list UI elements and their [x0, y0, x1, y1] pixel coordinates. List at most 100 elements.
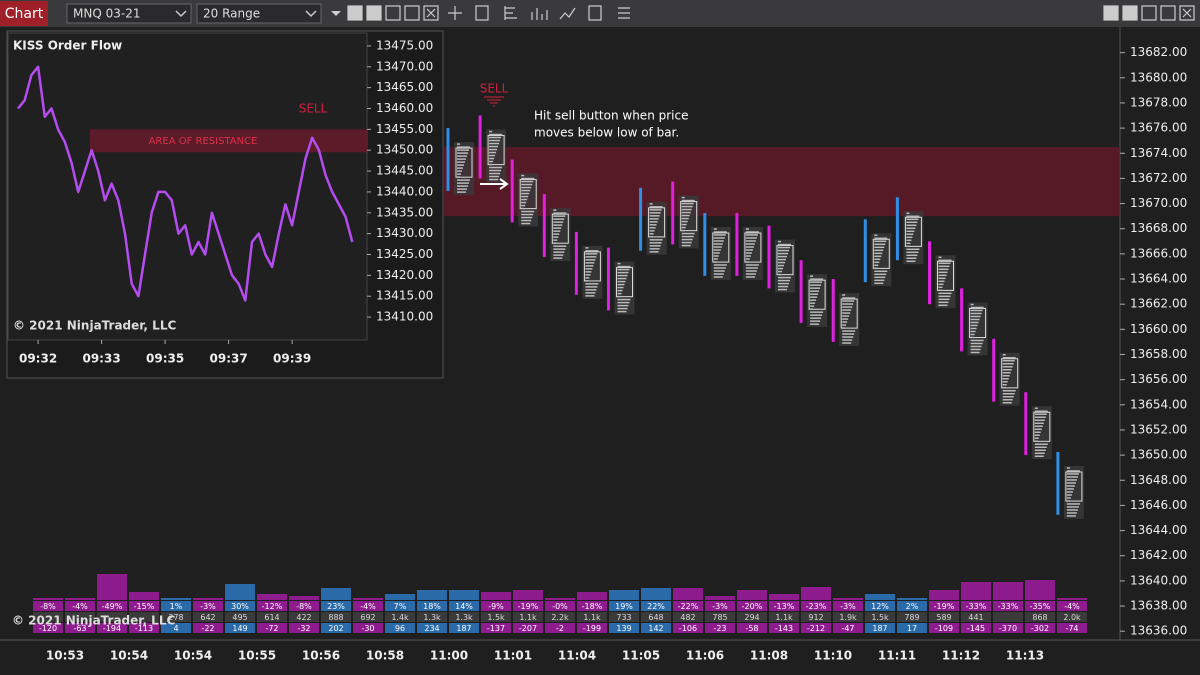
inset-resistance-zone — [90, 129, 367, 153]
volume: 1.5k — [871, 613, 889, 622]
delta: -2 — [556, 624, 564, 633]
volume: 1.5k — [487, 613, 505, 622]
y-tick-label: 13670.00 — [1130, 196, 1187, 210]
y-tick-label: 13682.00 — [1130, 45, 1187, 59]
inset-y-tick-label: 13420.00 — [376, 268, 433, 282]
cell — [1057, 612, 1087, 622]
delta: -47 — [841, 624, 854, 633]
candle — [510, 159, 514, 223]
cell — [673, 612, 703, 622]
cell — [321, 623, 351, 633]
instrument-select[interactable] — [66, 3, 192, 24]
profile-box-outline — [840, 298, 858, 329]
volume-bar — [929, 590, 959, 600]
x-tick-label: 10:54 — [110, 649, 148, 663]
cell — [929, 623, 959, 633]
cell — [769, 601, 799, 611]
volume-bar — [353, 598, 383, 600]
delta-percent: -13% — [774, 602, 795, 611]
delta-percent: -9% — [488, 602, 504, 611]
maximize-button[interactable] — [404, 5, 420, 21]
close-icon — [1182, 8, 1192, 18]
volume: 692 — [360, 613, 375, 622]
sell-marker-label: SELL — [480, 82, 509, 96]
profile-box-outline — [969, 307, 987, 339]
button[interactable] — [1103, 5, 1119, 21]
volume: 2.2k — [551, 613, 569, 622]
volume: 482 — [680, 613, 695, 622]
candle — [607, 247, 610, 311]
cell — [545, 612, 575, 622]
cell — [833, 612, 863, 622]
cell — [65, 612, 95, 622]
volume-bar — [961, 582, 991, 600]
profile-box — [486, 129, 507, 183]
crosshair-button[interactable] — [448, 6, 462, 20]
profile-box-outline — [616, 267, 633, 298]
close-button[interactable] — [1179, 5, 1195, 21]
x-tick-label: 11:08 — [750, 649, 788, 663]
button[interactable] — [1122, 5, 1138, 21]
volume-bar — [257, 594, 287, 600]
x-tick-label: 11:01 — [494, 649, 532, 663]
candle — [799, 260, 803, 324]
volume: 785 — [712, 613, 727, 622]
candle — [992, 338, 996, 402]
delta-percent: -22% — [678, 602, 699, 611]
candle — [703, 213, 707, 276]
delta-percent: 22% — [647, 602, 665, 611]
minimize-button[interactable] — [385, 5, 401, 21]
profile-box — [582, 245, 603, 299]
volume-bar — [865, 594, 895, 600]
cell — [353, 612, 383, 622]
cell — [33, 601, 63, 611]
cell — [161, 612, 191, 622]
profile-box-outline — [712, 232, 730, 263]
profile-box — [742, 227, 763, 280]
delta: 142 — [648, 624, 663, 633]
button[interactable] — [366, 5, 382, 21]
volume-bar — [1057, 598, 1087, 600]
data-box-button[interactable] — [475, 5, 489, 21]
x-tick-label: 11:05 — [622, 649, 660, 663]
profile-box — [646, 201, 667, 255]
x-tick-label: 10:55 — [238, 649, 276, 663]
delta-percent: -18% — [582, 602, 603, 611]
y-tick-label: 13674.00 — [1130, 146, 1187, 160]
profile-box — [550, 208, 571, 262]
profile-box-outline — [455, 147, 473, 178]
volume: 1.3k — [455, 613, 473, 622]
y-tick-label: 13660.00 — [1130, 322, 1187, 336]
drawing-tools-button[interactable] — [559, 7, 576, 20]
volume: 278 — [168, 613, 183, 622]
cell — [353, 601, 383, 611]
volume-bar — [705, 596, 735, 600]
inset-y-tick-label: 13410.00 — [376, 310, 433, 324]
y-tick-label: 13664.00 — [1130, 272, 1187, 286]
indicators-button[interactable] — [504, 6, 517, 20]
delta-percent: 23% — [327, 602, 345, 611]
menu-arrow[interactable] — [331, 11, 341, 16]
candle — [895, 197, 899, 261]
candle — [1056, 451, 1060, 515]
y-tick-label: 13650.00 — [1130, 448, 1187, 462]
y-tick-label: 13676.00 — [1130, 121, 1187, 135]
cell — [481, 612, 511, 622]
properties-button[interactable] — [618, 7, 630, 19]
strategies-button[interactable] — [531, 8, 548, 20]
close-button[interactable] — [423, 5, 439, 21]
delta: -30 — [361, 624, 374, 633]
delta: -370 — [999, 624, 1017, 633]
profile-box — [614, 261, 635, 315]
chart-tab[interactable] — [0, 1, 48, 26]
candle — [960, 288, 964, 352]
templates-button[interactable] — [588, 5, 602, 21]
inset-chart: AREA OF RESISTANCE 13410.00 13415.00 13420.… — [17, 38, 433, 366]
bar-type-select[interactable] — [196, 3, 322, 24]
button[interactable] — [347, 5, 363, 21]
delta: 187 — [456, 624, 471, 633]
candle — [767, 225, 771, 289]
minimize-button[interactable] — [1141, 5, 1157, 21]
maximize-button[interactable] — [1160, 5, 1176, 21]
volume-bar — [33, 598, 63, 600]
